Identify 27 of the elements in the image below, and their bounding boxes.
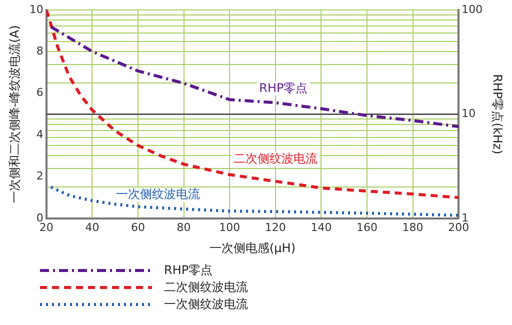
y-tick-label: 6 <box>36 86 44 100</box>
y-tick-label: 2 <box>36 170 44 183</box>
text: 二次侧纹波电流 <box>233 151 318 166</box>
text: RHP零点 <box>259 80 308 95</box>
y2-axis-title: RHP零点(kHz) <box>490 74 505 154</box>
line-series <box>49 25 459 128</box>
x-tick-label: 80 <box>176 220 191 234</box>
y-axis-title: 一次侧和二次侧峰-峰纹波电流(A) <box>7 25 22 204</box>
x-axis-title: 一次侧电感(μH) <box>209 240 296 255</box>
x-tick-label: 180 <box>402 220 424 234</box>
line-series <box>49 186 459 217</box>
y-tick-label: 4 <box>36 128 44 141</box>
x-tick-label: 60 <box>131 220 145 234</box>
x-tick-label: 160 <box>356 220 378 234</box>
y2-tick-label: 100 <box>462 2 483 16</box>
text: 一次侧纹波电流 <box>116 186 200 201</box>
legend-label: RHP零点 <box>164 262 213 279</box>
y-tick-label: 8 <box>36 44 44 58</box>
x-tick-label: 100 <box>219 220 240 234</box>
x-tick-label: 140 <box>310 220 332 234</box>
legend-label: 一次侧纹波电流 <box>164 296 248 313</box>
line-series <box>46 10 459 200</box>
x-tick-label: 40 <box>85 220 100 234</box>
legend-label: 二次侧纹波电流 <box>164 279 248 296</box>
y2-tick-label: 10 <box>462 107 476 120</box>
x-tick-label: 120 <box>264 220 286 234</box>
y-tick-label: 10 <box>29 2 44 16</box>
